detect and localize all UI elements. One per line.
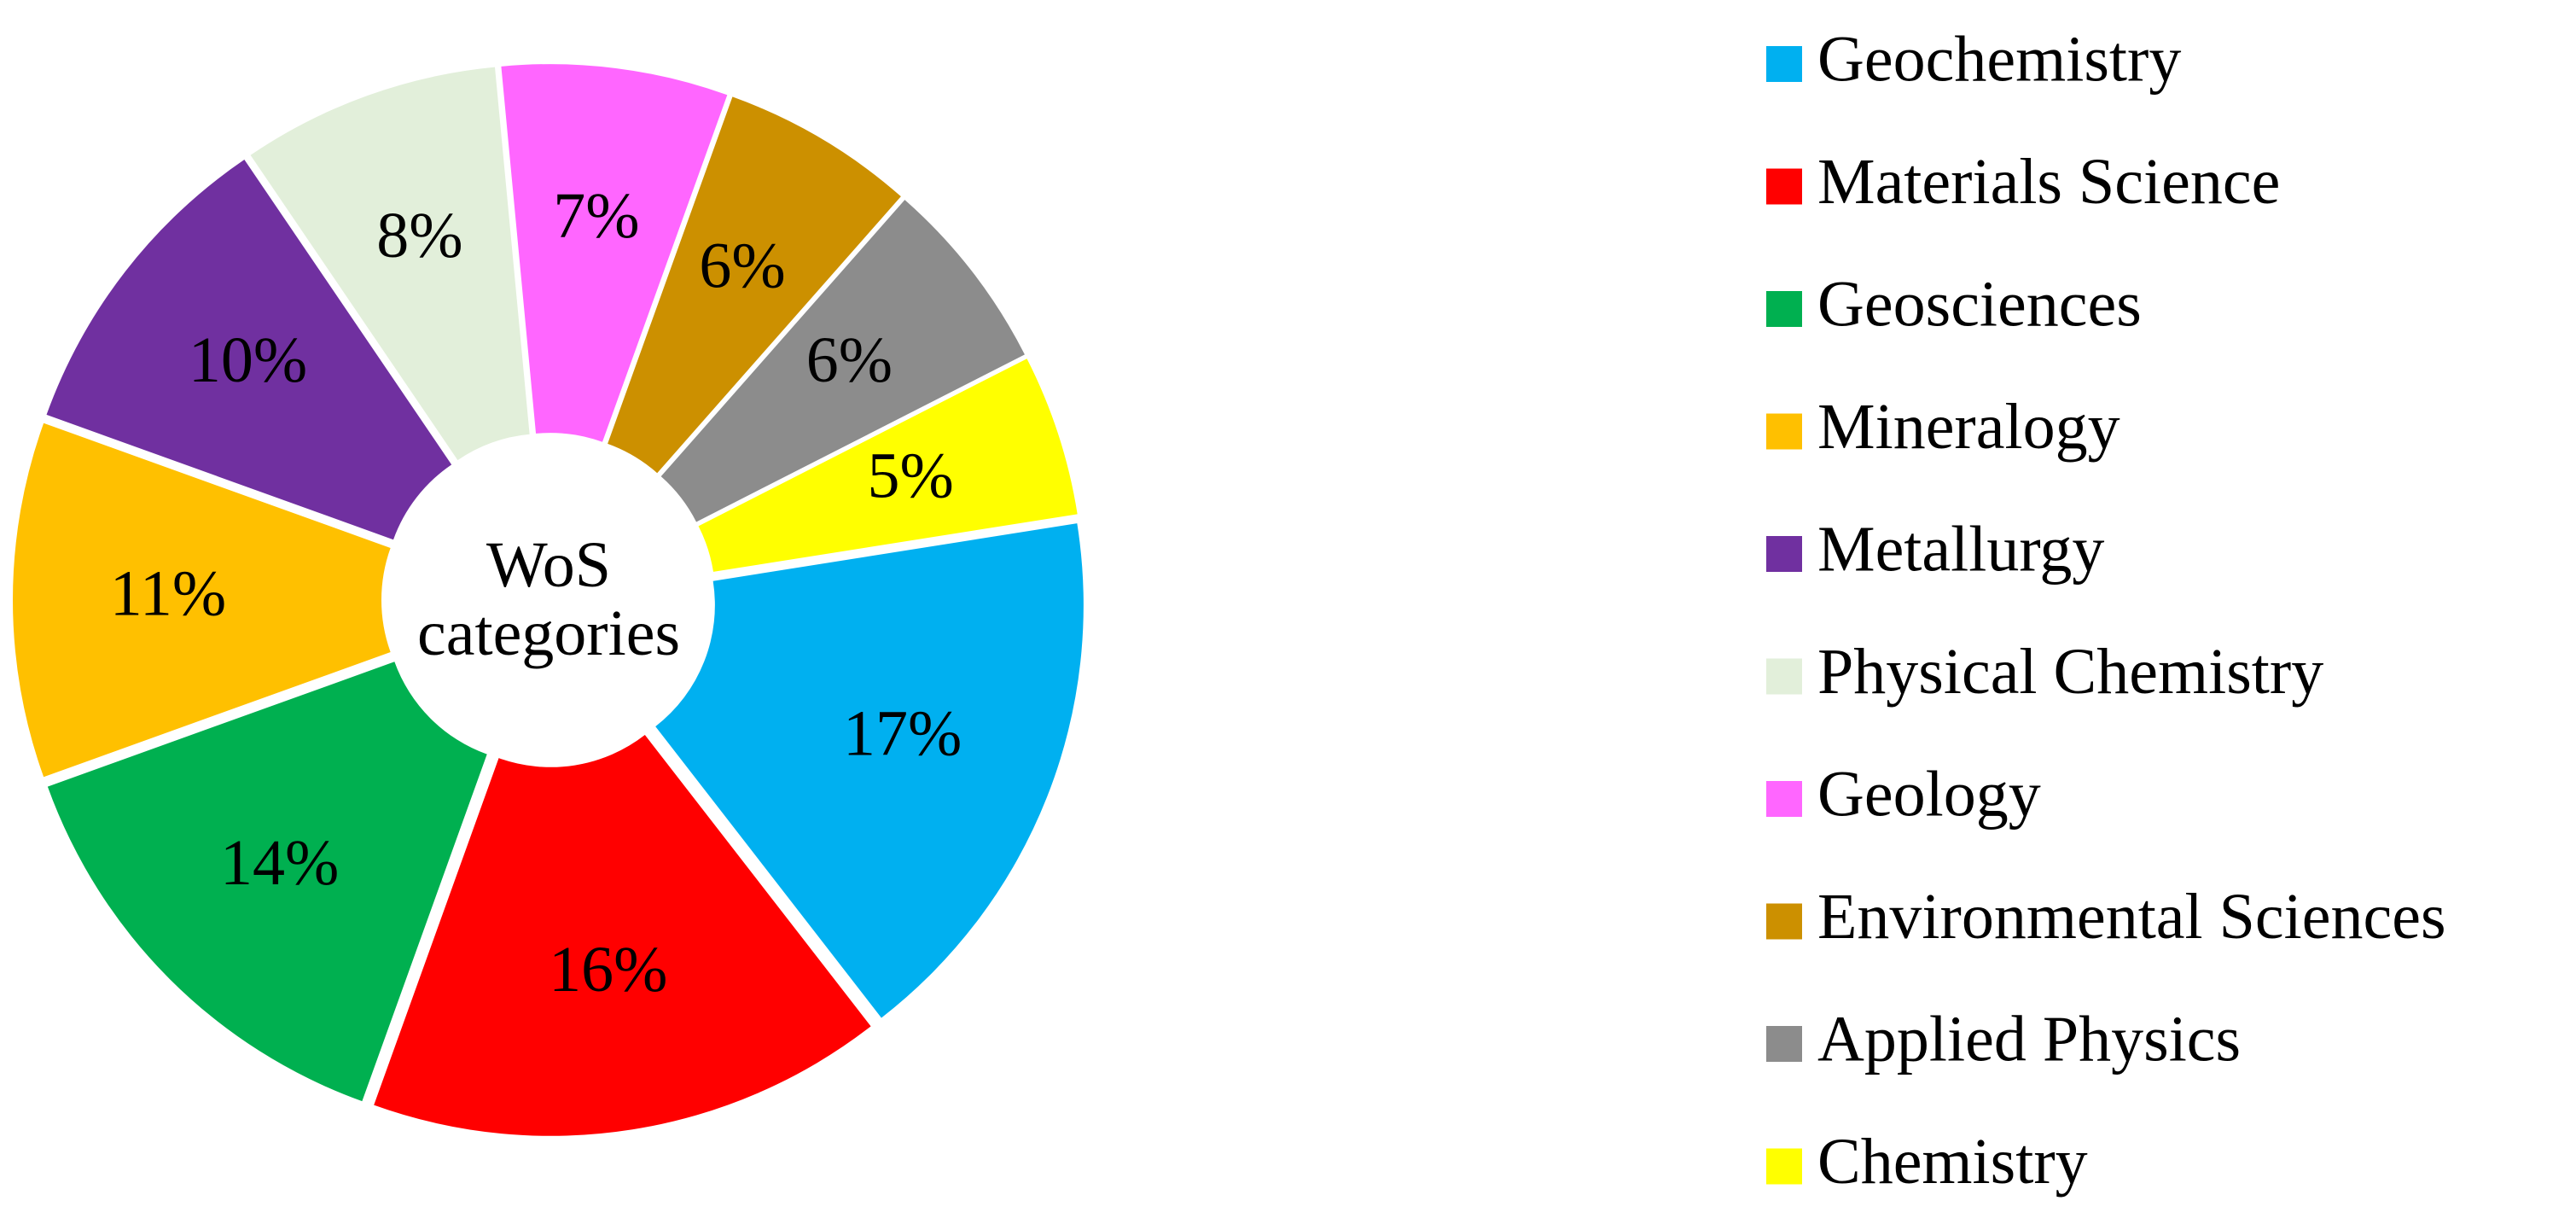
legend-label: Chemistry [1817,1126,2088,1198]
legend-swatch [1766,413,1802,450]
legend-swatch [1766,1026,1802,1062]
slice-label: 16% [549,934,667,1005]
legend-swatch [1766,1148,1802,1185]
slice-label: 14% [220,827,339,899]
legend-label: Physical Chemistry [1817,636,2323,708]
center-label: WoS categories [416,529,681,669]
legend-label: Geochemistry [1817,23,2181,95]
legend-label: Environmental Sciences [1817,881,2446,953]
slice [698,358,1078,572]
slice-label: 6% [699,230,785,302]
legend-swatch [1766,781,1802,817]
legend-label: Materials Science [1817,146,2280,218]
slice-label: 5% [868,440,954,512]
slice [46,160,452,540]
legend-swatch [1766,168,1802,205]
slice-label: 8% [376,200,462,271]
legend-label: Metallurgy [1817,513,2104,585]
slice [501,64,728,442]
legend-swatch [1766,903,1802,940]
slice [608,96,901,474]
legend-label: Geosciences [1817,268,2142,340]
slice [250,67,530,461]
slice [660,200,1025,522]
legend-swatch [1766,658,1802,695]
slice [12,423,391,778]
slice-label: 10% [189,324,307,396]
legend-swatch [1766,291,1802,327]
slice [655,523,1084,1018]
legend-swatch [1766,536,1802,572]
slice-label: 7% [553,180,639,252]
slice [374,735,871,1136]
slice-label: 11% [110,557,227,629]
legend-label: Mineralogy [1817,391,2120,463]
slice-label: 17% [843,698,962,770]
slice-label: 6% [806,324,893,396]
slice [47,662,487,1102]
legend-label: Geology [1817,758,2041,830]
legend-swatch [1766,46,1802,82]
legend-label: Applied Physics [1817,1003,2241,1075]
